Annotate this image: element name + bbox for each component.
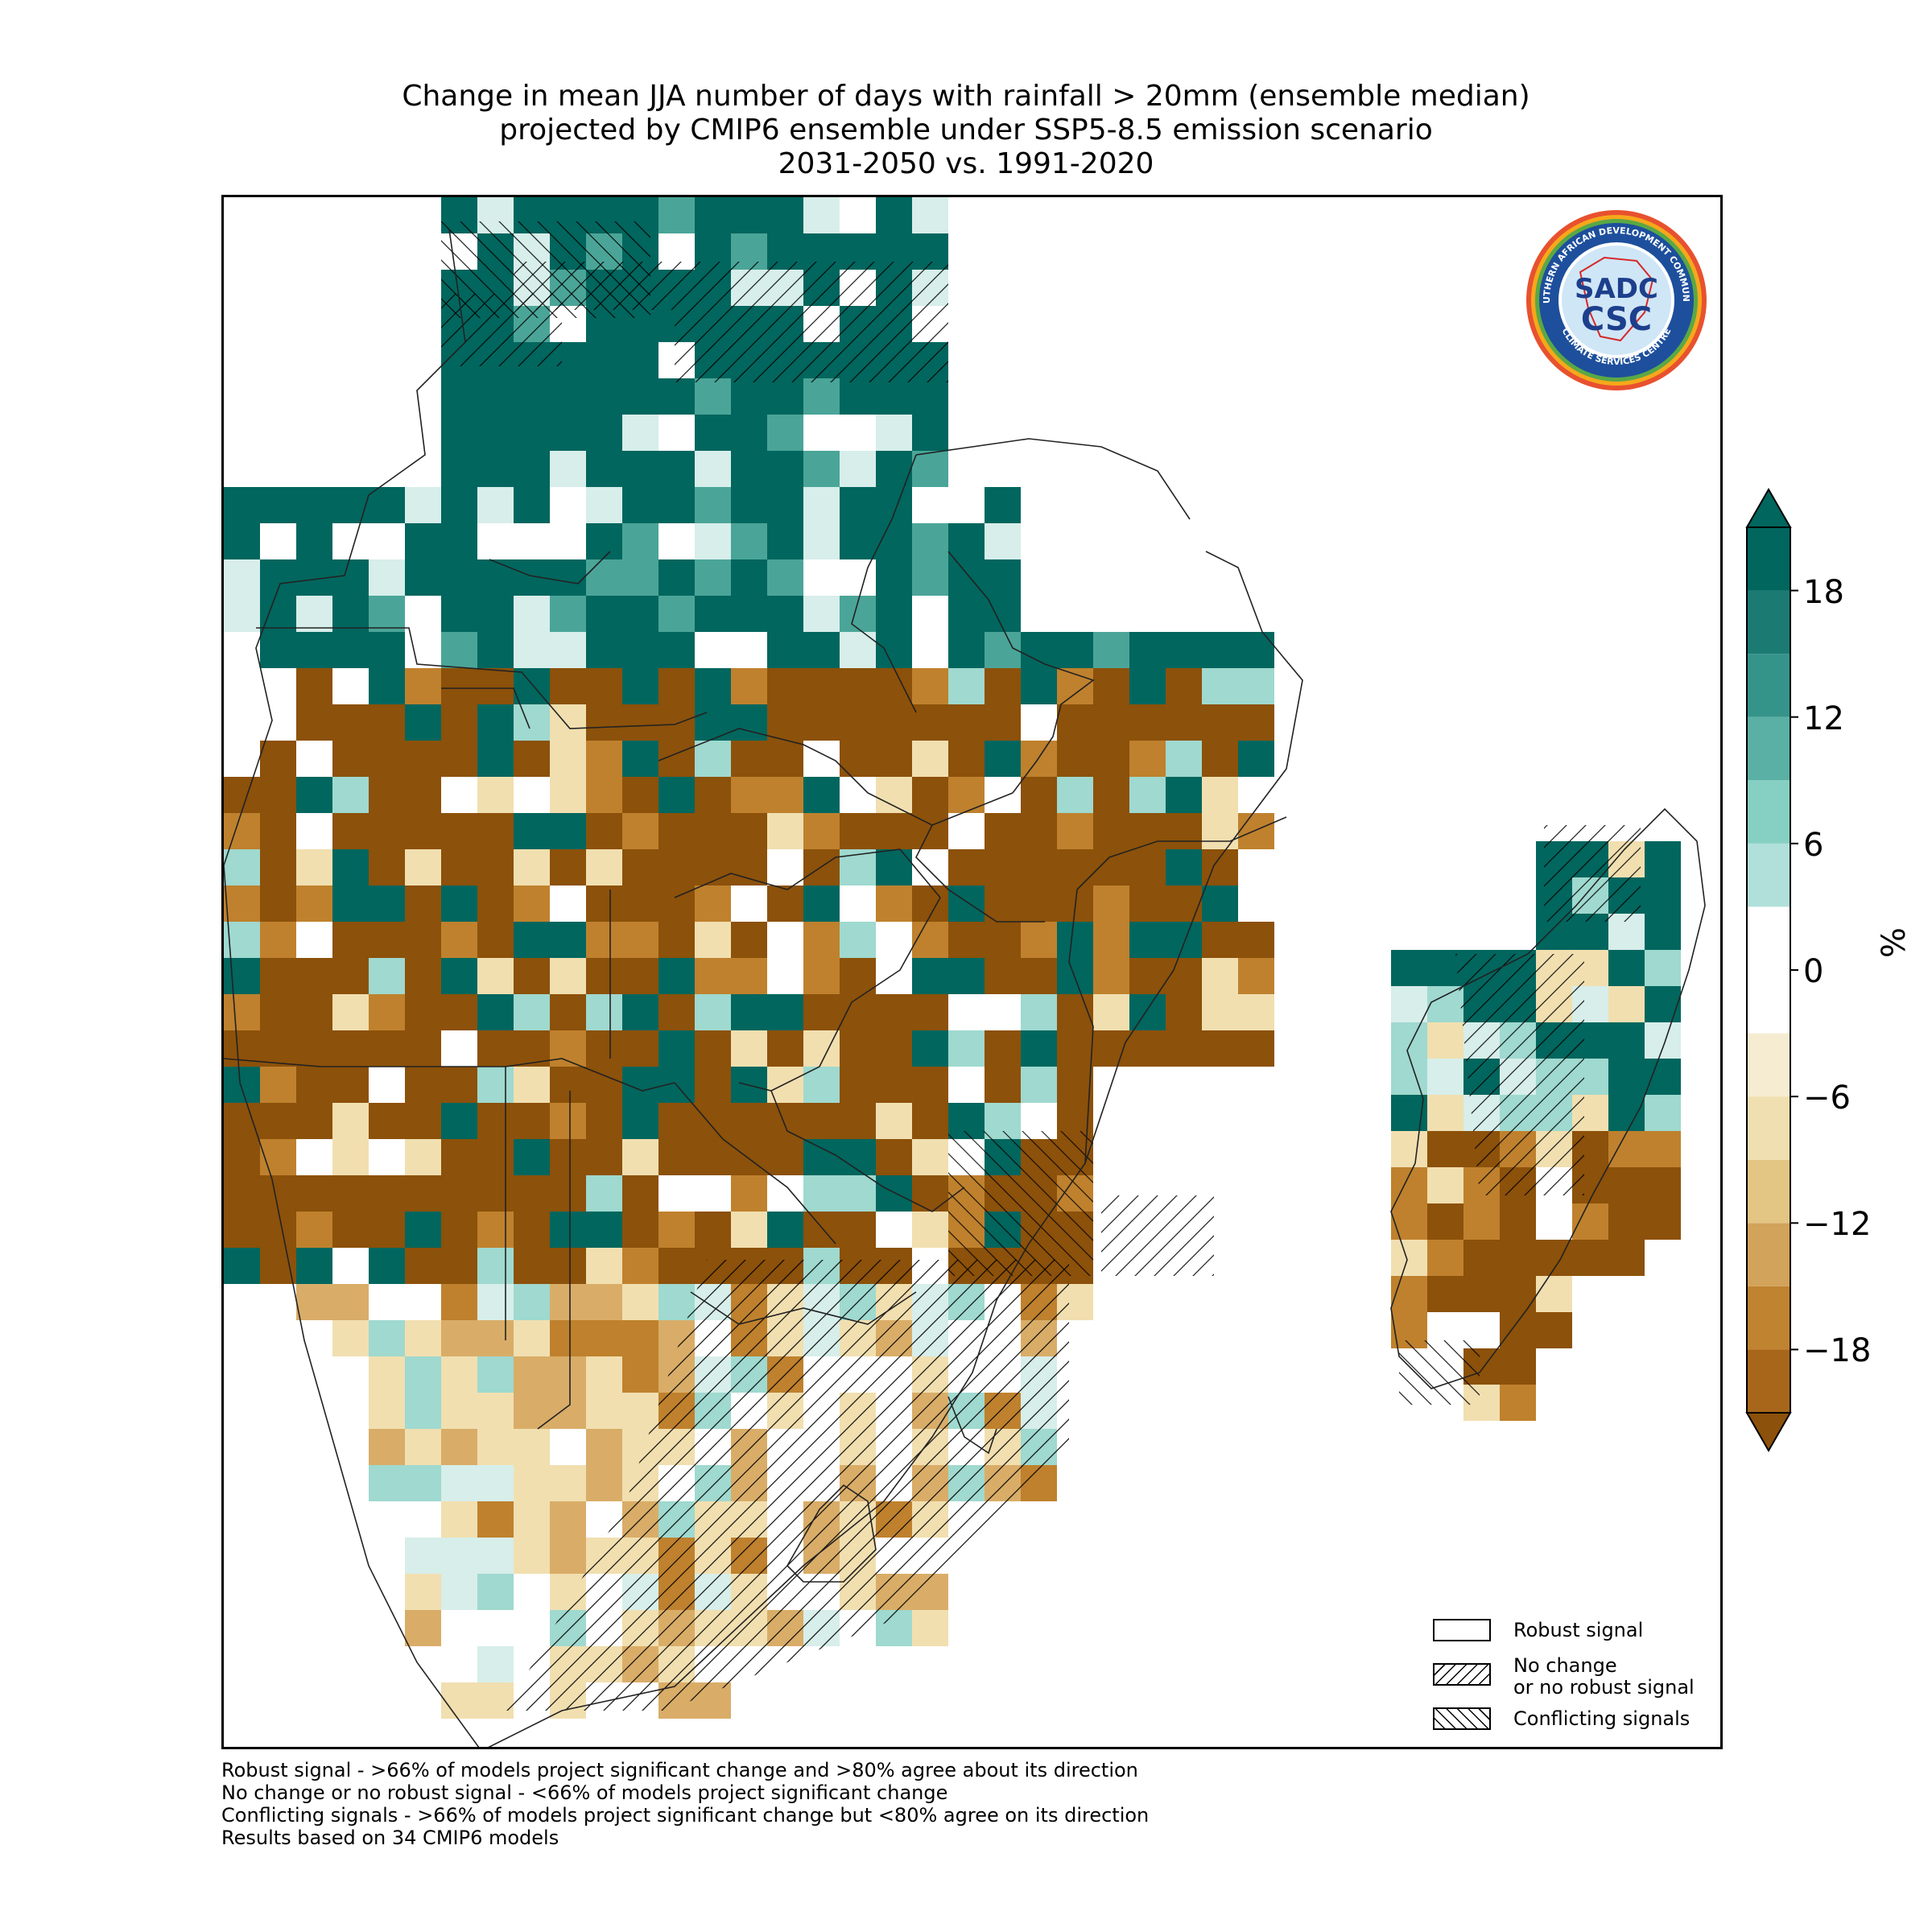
footnote-conflicting: Conflicting signals - >66% of models pro… (221, 1804, 1150, 1827)
colorbar-bin (1747, 1159, 1790, 1224)
colorbar-tick-label: 6 (1803, 827, 1824, 864)
colorbar-bin (1747, 1096, 1790, 1160)
colorbar-bin (1747, 1286, 1790, 1350)
map-panel (221, 195, 1723, 1749)
legend-label: Robust signal (1513, 1619, 1644, 1641)
colorbar-tick-label: 18 (1803, 574, 1844, 611)
logo-mark-top: SADC (1575, 273, 1658, 305)
legend-label: No change or no robust signal (1513, 1654, 1695, 1699)
country-borders (224, 229, 1706, 1747)
colorbar-tick-label: −6 (1803, 1080, 1851, 1117)
colorbar-bin (1747, 780, 1790, 844)
colorbar-min-extend-arrow (1745, 1412, 1792, 1453)
map-title-line-3: 2031-2050 vs. 1991-2020 (778, 147, 1154, 180)
footnote-no-change: No change or no robust signal - <66% of … (221, 1781, 948, 1804)
footnote-robust: Robust signal - >66% of models project s… (221, 1759, 1138, 1781)
colorbar-tick-label: −18 (1803, 1332, 1872, 1369)
colorbar-bin (1747, 1223, 1790, 1286)
colorbar-bin (1747, 716, 1790, 781)
legend-swatch-forward-hatch (1433, 1663, 1491, 1686)
sadc-csc-logo: SOUTHERN AFRICAN DEVELOPMENT COMMUNITY C… (1524, 208, 1707, 390)
colorbar-bin (1747, 1349, 1790, 1413)
legend-swatch-back-hatch (1433, 1707, 1491, 1730)
colorbar-max-extend-arrow (1745, 487, 1792, 528)
colorbar-unit-label: % (1876, 927, 1913, 958)
colorbar-tick-label: 12 (1803, 700, 1844, 737)
colorbar-tick-label: 0 (1803, 953, 1824, 990)
map-title-line-1: Change in mean JJA number of days with r… (402, 80, 1530, 113)
colorbar-bin (1747, 654, 1790, 717)
footnote-model-count: Results based on 34 CMIP6 models (221, 1827, 559, 1849)
colorbar-bin (1747, 527, 1790, 591)
legend-swatch-plain (1433, 1619, 1491, 1641)
map-grid (224, 197, 1706, 1747)
logo-mark-bottom: CSC (1581, 301, 1652, 338)
colorbar (1745, 487, 1798, 1453)
colorbar-tick-label: −12 (1803, 1206, 1872, 1243)
legend-label: Conflicting signals (1513, 1707, 1690, 1730)
colorbar-bin (1747, 843, 1790, 907)
significance-hatching (441, 221, 1641, 1711)
map-title-line-2: projected by CMIP6 ensemble under SSP5-8… (499, 114, 1433, 147)
colorbar-bin (1747, 590, 1790, 654)
colorbar-bin (1747, 906, 1790, 1034)
footnotes: Robust signal - >66% of models project s… (221, 1759, 1149, 1849)
colorbar-bin (1747, 1033, 1790, 1097)
